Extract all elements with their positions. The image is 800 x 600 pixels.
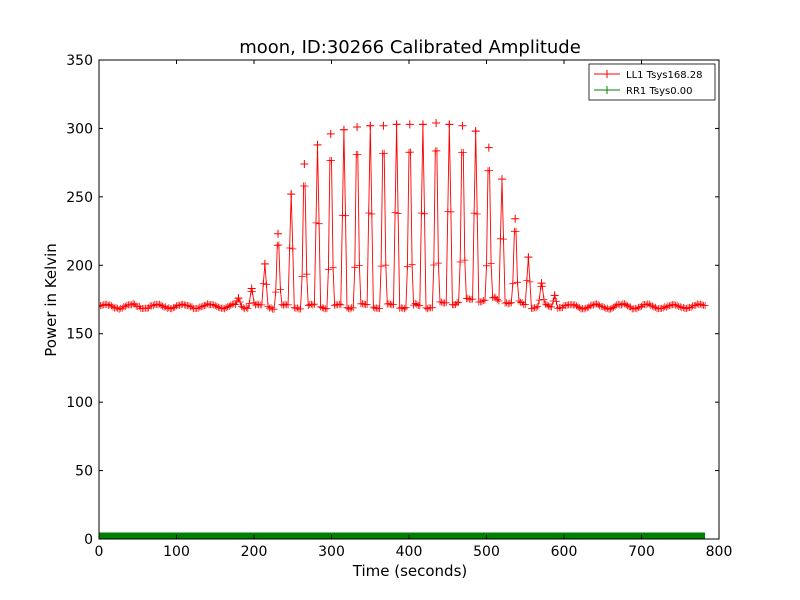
legend-marker-ll1 (603, 70, 611, 78)
sweep-peak-point (405, 120, 414, 129)
x-tick-label: 300 (318, 544, 345, 560)
sweep-peak-point (260, 259, 269, 268)
x-tick-label: 400 (396, 544, 423, 560)
x-axis: 0 100 200 300 400 500 600 700 800 (95, 60, 733, 560)
y-tick-label: 300 (66, 121, 93, 137)
x-tick-label: 100 (163, 544, 190, 560)
sweep-peak-point (287, 190, 296, 199)
sweep-peak-point (458, 121, 467, 130)
sweep-peak-point (366, 121, 375, 130)
x-axis-label: Time (seconds) (352, 562, 468, 580)
sweep-peak-point (326, 129, 335, 138)
sweep-peak-point (313, 140, 322, 149)
y-tick-label: 0 (84, 532, 93, 548)
sweep-peak-point (353, 123, 362, 132)
sweep-peak-point (247, 284, 256, 293)
x-tick-label: 800 (706, 544, 733, 560)
sweep-peak-point (234, 294, 243, 303)
y-axis-label: Power in Kelvin (42, 243, 60, 357)
x-tick-label: 0 (95, 544, 104, 560)
y-tick-label: 150 (66, 327, 93, 343)
sweep-peak-point (524, 253, 533, 262)
sweep-peak-point (379, 121, 388, 130)
legend-marker-rr1 (603, 86, 611, 94)
sweep-peak-point (445, 120, 454, 129)
sweep-peak-point (300, 160, 309, 169)
y-axis: 0 50 100 150 200 250 300 350 (66, 53, 719, 548)
legend-label-rr1: RR1 Tsys0.00 (626, 86, 693, 97)
sweep-peak-point (339, 125, 348, 134)
sweep-peak-point (432, 118, 441, 127)
legend: LL1 Tsys168.28 RR1 Tsys0.00 (588, 63, 716, 101)
sweep-peak-point (537, 279, 546, 288)
sweep-peak-point (511, 214, 520, 223)
y-tick-label: 100 (66, 395, 93, 411)
sweep-peak-point (274, 229, 283, 238)
sweep-peak-point (392, 120, 401, 129)
x-tick-label: 200 (241, 544, 268, 560)
series-markers-ll1 (99, 120, 709, 313)
sweep-peak-point (471, 127, 480, 136)
sweep-peak-point (418, 120, 427, 129)
x-tick-label: 600 (551, 544, 578, 560)
series-layer (99, 118, 709, 539)
x-tick-label: 500 (473, 544, 500, 560)
y-tick-label: 50 (75, 464, 93, 480)
sweep-peak-point (550, 291, 559, 300)
y-tick-label: 250 (66, 190, 93, 206)
chart-title: moon, ID:30266 Calibrated Amplitude (239, 37, 581, 58)
sweep-peak-point (484, 143, 493, 152)
legend-label-ll1: LL1 Tsys168.28 (626, 70, 702, 81)
y-tick-label: 200 (66, 258, 93, 274)
plot-area: 0 100 200 300 400 500 600 700 800 0 50 100 150 200 25… (66, 53, 732, 560)
sweep-peak-point (498, 175, 506, 184)
x-tick-label: 700 (628, 544, 655, 560)
legend-box (588, 63, 716, 101)
y-tick-label: 350 (66, 53, 93, 69)
